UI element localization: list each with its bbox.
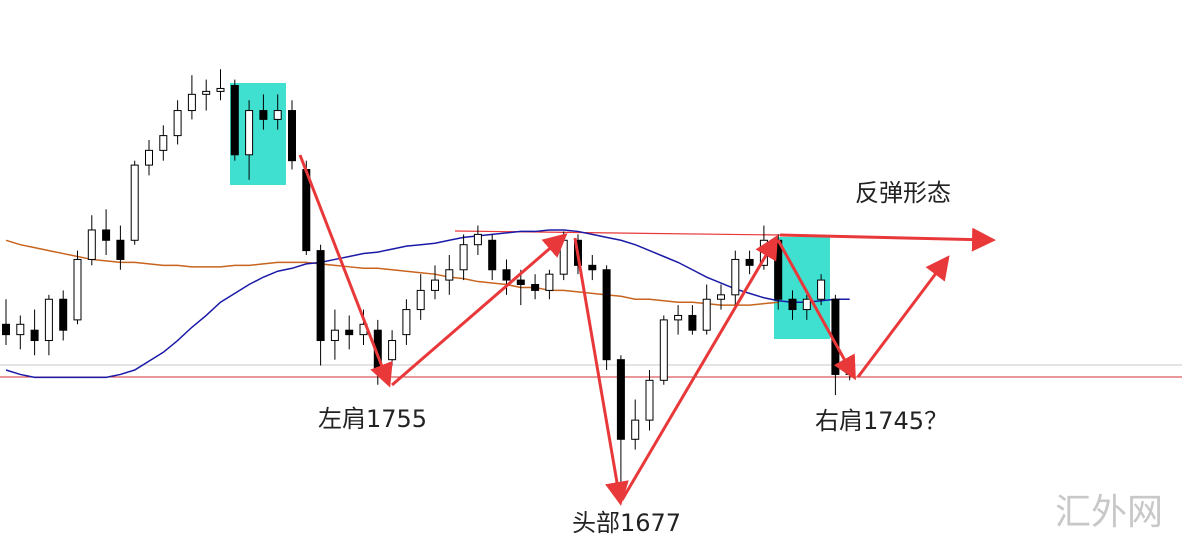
candle-body	[731, 258, 740, 296]
arrow	[856, 255, 950, 378]
candle-body	[73, 258, 82, 321]
annotation: 反弹形态	[855, 179, 951, 207]
candle-body	[316, 250, 325, 342]
candle-body	[445, 269, 454, 281]
candle-body	[588, 264, 597, 271]
candle-body	[402, 309, 411, 336]
arrow	[298, 154, 393, 388]
candle-body	[288, 110, 296, 162]
candle-body	[531, 284, 540, 291]
candle-body	[502, 269, 511, 281]
candle-body	[416, 289, 425, 311]
candle-body	[774, 239, 783, 300]
candle-body	[102, 229, 111, 241]
candle-body	[216, 87, 225, 92]
candle-body	[273, 110, 282, 120]
annotation: 左肩1755	[318, 405, 427, 433]
arrow	[779, 227, 996, 252]
candle-body	[87, 229, 96, 260]
candle-body	[645, 379, 654, 421]
candle-body	[16, 323, 25, 336]
candle-body	[145, 149, 153, 166]
candle-body	[116, 239, 125, 260]
candle-body	[187, 93, 196, 112]
candle-body	[674, 314, 683, 321]
moving-average	[5, 229, 850, 379]
moving-average	[5, 239, 779, 306]
neckline	[454, 230, 781, 236]
candle-body	[745, 258, 754, 266]
candle-body	[2, 323, 10, 336]
candle-body	[259, 110, 268, 120]
candle-body	[345, 329, 354, 336]
candle-body	[59, 298, 68, 331]
candle-body	[702, 298, 711, 331]
candle-body	[516, 279, 525, 286]
candle-body	[817, 279, 826, 300]
candle-body	[330, 329, 339, 342]
candle-body	[616, 359, 625, 440]
candle-body	[717, 294, 725, 300]
arrow	[391, 233, 568, 387]
arrows	[298, 154, 996, 506]
candle-body	[631, 419, 640, 440]
candle-body	[388, 340, 397, 361]
candle-body	[230, 84, 239, 156]
candle-body	[30, 329, 39, 342]
annotation: 右肩1745？	[815, 407, 948, 435]
candle-body	[459, 244, 468, 271]
annotation: 头部1677	[572, 509, 681, 537]
candle-body	[559, 239, 568, 275]
candle-body	[802, 298, 811, 311]
candle-body	[431, 279, 439, 291]
candle-body	[659, 319, 668, 381]
candle-body	[473, 233, 482, 246]
candle-body	[173, 110, 182, 137]
candle-body	[488, 239, 497, 271]
watermark: 汇外网	[1055, 492, 1163, 533]
candle-body	[159, 135, 168, 151]
candle-body	[545, 273, 554, 291]
arrow	[776, 239, 856, 381]
candle-body	[688, 314, 697, 331]
candle-body	[44, 298, 53, 342]
candle-body	[245, 110, 254, 156]
candle-body	[788, 298, 797, 311]
arrow	[573, 237, 629, 506]
arrow	[620, 234, 779, 501]
highlight-box	[230, 83, 286, 185]
candle-body	[202, 90, 211, 95]
candle-body	[602, 269, 611, 361]
candle-body	[130, 164, 139, 241]
